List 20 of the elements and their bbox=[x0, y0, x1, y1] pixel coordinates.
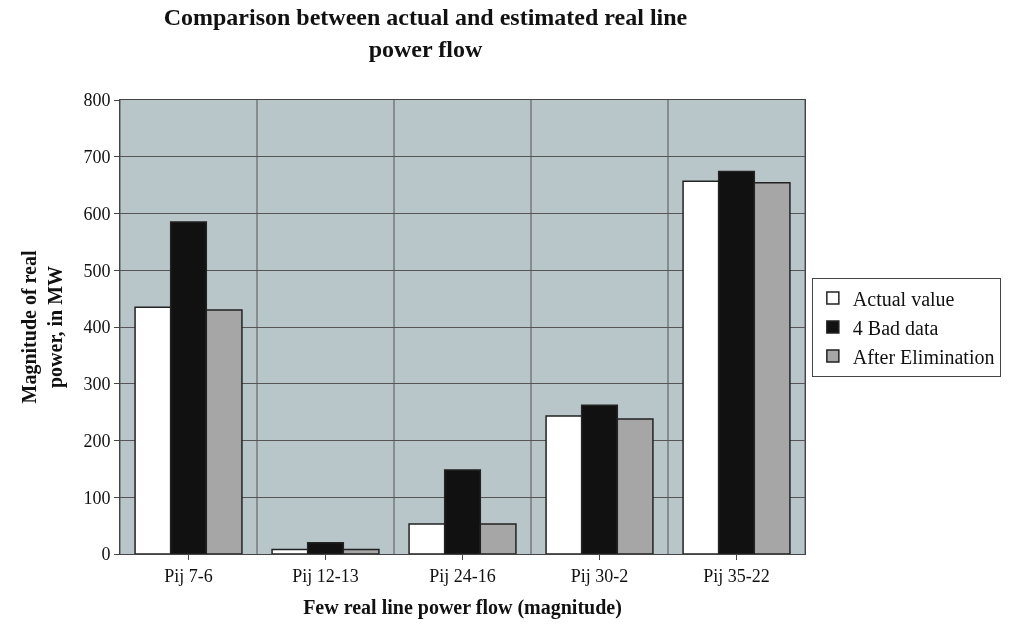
y-tick-label: 700 bbox=[83, 147, 111, 168]
legend-label: 4 Bad data bbox=[852, 316, 939, 339]
y-axis-title: Magnitude of real power, in MW bbox=[17, 250, 67, 404]
legend-label: Actual value bbox=[852, 287, 955, 310]
x-tick-label: Pij 24-16 bbox=[429, 565, 496, 586]
y-tick-label: 400 bbox=[83, 317, 111, 338]
x-tick-label: Pij 30-2 bbox=[570, 565, 629, 586]
x-tick-label: Pij 35-22 bbox=[703, 565, 770, 586]
y-tick-label: 500 bbox=[83, 260, 111, 281]
y-tick-label: 200 bbox=[83, 430, 111, 451]
chart-title: Comparison between actual and estimated real line power flow bbox=[163, 4, 688, 62]
x-tick-label: Pij 12-13 bbox=[292, 565, 359, 586]
y-tick-label: 600 bbox=[83, 203, 111, 224]
y-tick-label: 800 bbox=[83, 90, 111, 111]
x-axis-title: Few real line power flow (magnitude) bbox=[303, 596, 622, 620]
legend-label: After Elimination bbox=[852, 345, 995, 368]
y-tick-label: 0 bbox=[101, 544, 111, 565]
y-tick-label: 100 bbox=[83, 487, 111, 508]
y-tick-label: 300 bbox=[83, 374, 111, 395]
x-tick-label: Pij 7-6 bbox=[164, 565, 213, 586]
